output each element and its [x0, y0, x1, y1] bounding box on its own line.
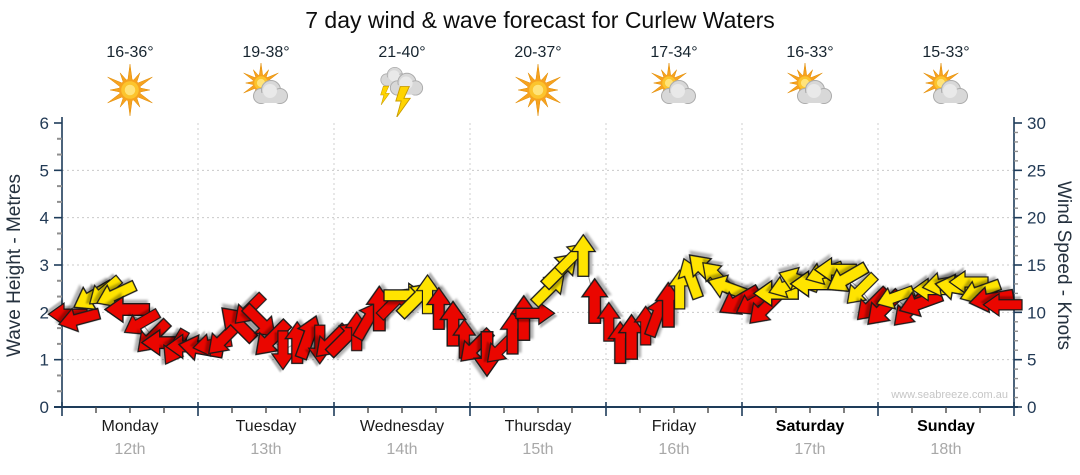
watermark: www.seabreeze.com.au	[891, 389, 1008, 401]
sunny-icon	[515, 64, 561, 116]
day-temp-label: 16-33°	[786, 44, 834, 61]
right-axis-title: Wind Speed - Knots	[1053, 180, 1074, 350]
day-label-saturday: Saturday	[775, 418, 845, 435]
forecast-title: 7 day wind & wave forecast for Curlew Wa…	[305, 7, 775, 33]
day-date-label: 16th	[658, 441, 690, 458]
wind-arrow-light	[982, 292, 1023, 317]
day-date-label: 15th	[522, 441, 554, 458]
day-date-label: 18th	[930, 441, 962, 458]
svg-text:2: 2	[40, 303, 49, 322]
wind-arrow-moderate	[813, 256, 857, 283]
svg-text:25: 25	[1027, 161, 1046, 180]
svg-text:4: 4	[40, 209, 49, 228]
day-label-thursday: Thursday	[504, 418, 572, 435]
day-date-label: 17th	[794, 441, 826, 458]
svg-text:1: 1	[40, 351, 49, 370]
day-temp-label: 15-33°	[922, 44, 970, 61]
wind-arrow-light	[617, 313, 646, 360]
wind-arrow-moderate	[875, 285, 916, 310]
day-label-monday: Monday	[101, 418, 159, 435]
day-label-sunday: Sunday	[917, 418, 975, 435]
partly-cloudy-icon	[243, 63, 288, 104]
wind-arrow-moderate	[826, 261, 870, 293]
wind-arrow-light	[270, 330, 296, 371]
day-date-label: 12th	[114, 441, 146, 458]
day-label-wednesday: Wednesday	[359, 418, 445, 435]
day-date-label: 14th	[386, 441, 418, 458]
wind-arrow-light	[103, 295, 151, 324]
wind-arrow-moderate	[846, 271, 880, 304]
svg-text:20: 20	[1027, 209, 1046, 228]
svg-text:30: 30	[1027, 114, 1046, 133]
day-temp-label: 17-34°	[650, 44, 698, 61]
wind-arrow-light	[255, 317, 293, 356]
wind-arrow-light	[240, 302, 276, 338]
svg-text:0: 0	[1027, 398, 1036, 417]
svg-text:10: 10	[1027, 303, 1046, 322]
svg-text:15: 15	[1027, 256, 1046, 275]
day-label-tuesday: Tuesday	[235, 418, 297, 435]
svg-text:3: 3	[40, 256, 49, 275]
day-temp-label: 20-37°	[514, 44, 562, 61]
left-axis-title: Wave Height - Metres	[4, 173, 25, 357]
day-temp-label: 19-38°	[242, 44, 290, 61]
day-label-friday: Friday	[651, 418, 697, 435]
svg-text:5: 5	[40, 161, 49, 180]
svg-text:6: 6	[40, 114, 49, 133]
sunny-icon	[107, 64, 153, 116]
wind-arrow-moderate	[415, 273, 440, 315]
svg-text:5: 5	[1027, 351, 1036, 370]
day-date-label: 13th	[250, 441, 282, 458]
wind-arrow-moderate	[948, 269, 989, 295]
svg-text:0: 0	[40, 398, 49, 417]
wind-arrow-light	[123, 307, 162, 335]
wind-arrow-light	[221, 307, 259, 345]
partly-cloudy-icon	[787, 63, 832, 104]
day-temp-label: 16-36°	[106, 44, 154, 61]
wind-arrow-light	[580, 277, 609, 324]
partly-cloudy-icon	[923, 63, 968, 104]
day-temp-label: 21-40°	[378, 44, 426, 61]
wind-arrow-moderate	[570, 233, 597, 277]
partly-cloudy-icon	[651, 63, 696, 104]
wind-arrow-light	[425, 286, 452, 330]
thunderstorm-icon	[380, 66, 424, 117]
